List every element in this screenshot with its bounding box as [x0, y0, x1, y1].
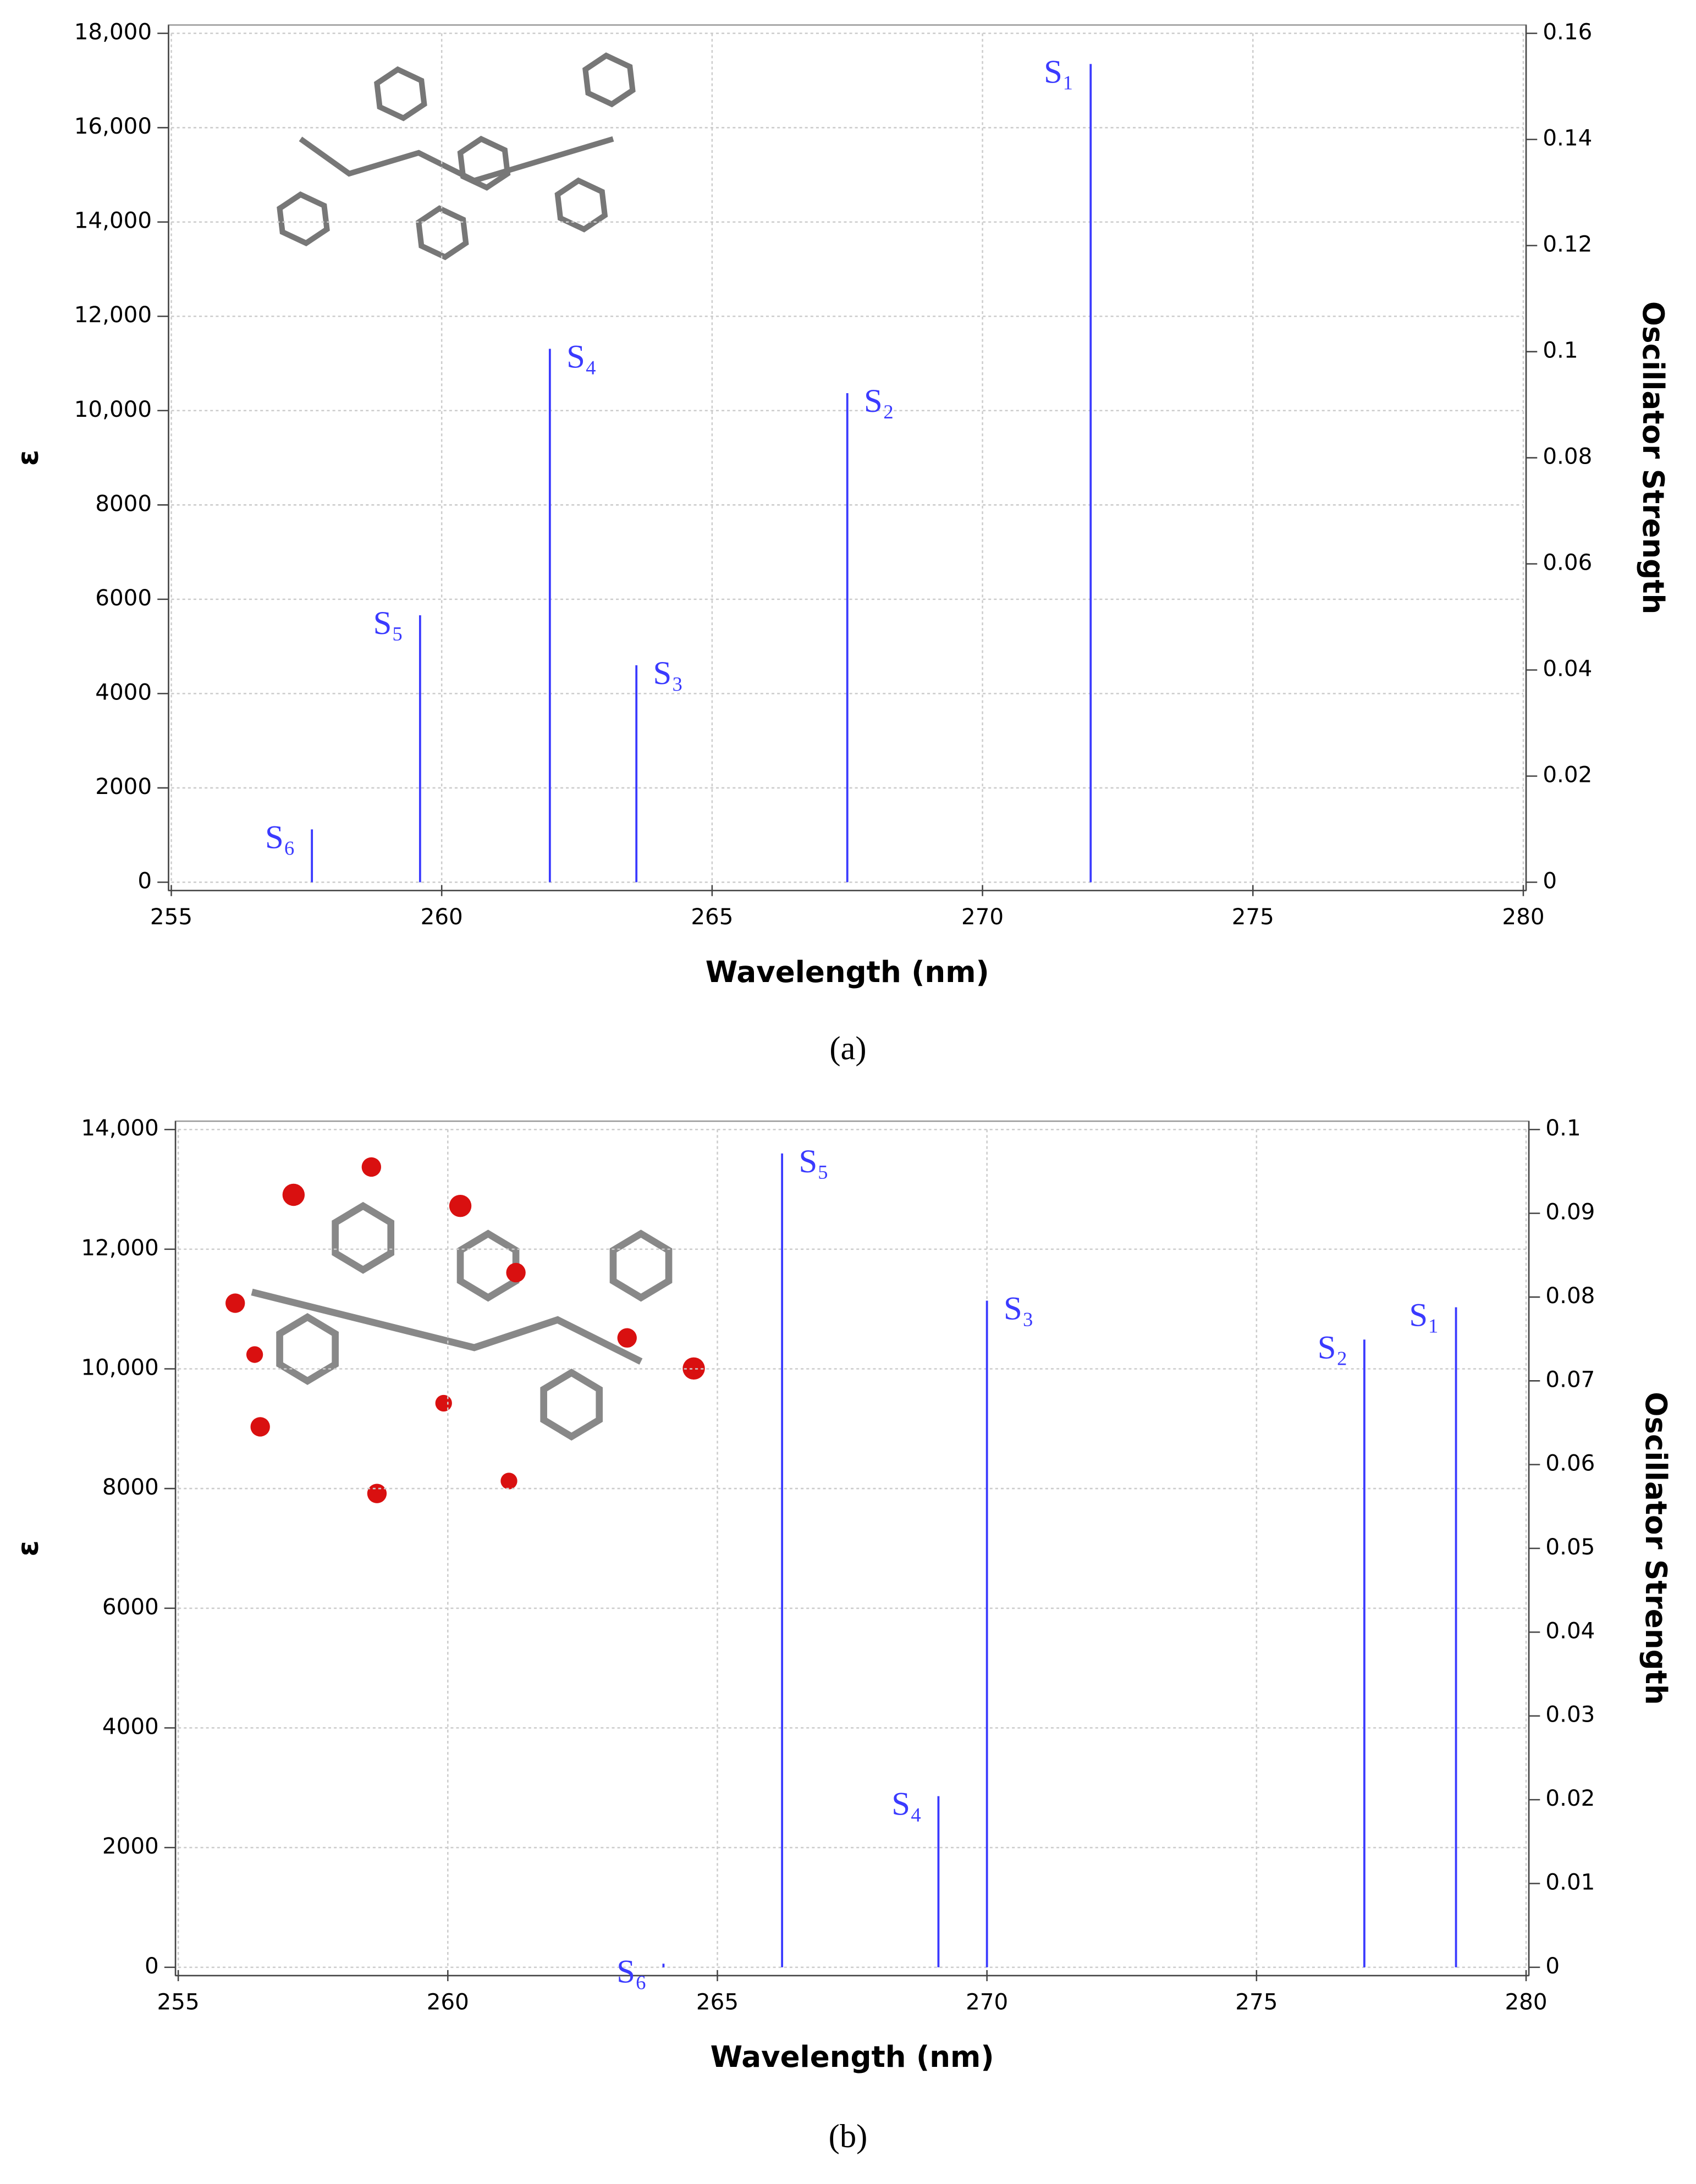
y2-tick-label: 0.06	[1543, 549, 1592, 576]
molecule-image	[277, 52, 636, 261]
y-tick-label: 4000	[95, 679, 152, 705]
y-tick-label: 14,000	[74, 207, 152, 234]
y2-tick-label: 0.1	[1543, 337, 1578, 363]
y-tick-label: 8000	[95, 490, 152, 516]
x-tick-label: 260	[421, 903, 463, 930]
x-tick-label: 270	[966, 1989, 1008, 2015]
y-tick-label: 0	[137, 867, 152, 894]
y2-tick-label: 0.06	[1545, 1450, 1595, 1476]
x-tick-label: 255	[150, 903, 192, 930]
x-tick-label: 265	[696, 1989, 739, 2015]
y-tick-label: 10,000	[74, 396, 152, 422]
x-tick-label: 270	[961, 903, 1004, 930]
y-tick-label: 2000	[102, 1833, 159, 1859]
y-tick-label: 12,000	[74, 301, 152, 328]
y2-tick-label: 0.09	[1545, 1199, 1595, 1225]
y2-tick-label: 0.04	[1545, 1617, 1595, 1643]
y2-tick-label: 0.08	[1543, 443, 1592, 470]
y-tick-label: 6000	[102, 1593, 159, 1620]
stick-label: S₃	[653, 655, 684, 692]
stick-label: S₅	[373, 605, 404, 642]
y-axis-label: ε	[10, 1540, 45, 1557]
y-tick-label: 4000	[102, 1713, 159, 1740]
y2-tick-label: 0.14	[1543, 125, 1592, 151]
stick-label: S₅	[799, 1143, 829, 1180]
stick-label: S₂	[864, 383, 894, 420]
y2-tick-label: 0.05	[1545, 1534, 1595, 1560]
stick-label: S₆	[265, 819, 295, 856]
x-tick-label: 275	[1232, 903, 1274, 930]
y2-tick-label: 0.02	[1543, 761, 1592, 787]
y2-tick-label: 0.02	[1545, 1785, 1595, 1811]
x-tick-label: 280	[1505, 1989, 1547, 2015]
x-tick-label: 275	[1235, 1989, 1277, 2015]
y2-tick-label: 0	[1545, 1953, 1560, 1979]
stick-label: S₄	[891, 1786, 922, 1823]
y2-tick-label: 0.07	[1545, 1366, 1595, 1392]
y-tick-label: 10,000	[81, 1354, 158, 1381]
y2-tick-label: 0.16	[1543, 19, 1592, 45]
y2-axis-label: Oscillator Strength	[1636, 301, 1670, 614]
x-tick-label: 280	[1502, 903, 1544, 930]
y-tick-label: 6000	[95, 584, 152, 611]
x-axis-label: Wavelength (nm)	[711, 2040, 994, 2074]
y2-tick-label: 0.03	[1545, 1701, 1595, 1728]
y-tick-label: 12,000	[81, 1234, 158, 1261]
y-tick-label: 14,000	[81, 1115, 158, 1141]
y-tick-label: 0	[145, 1953, 159, 1979]
x-tick-label: 255	[157, 1989, 200, 2015]
x-axis-label: Wavelength (nm)	[706, 955, 989, 989]
x-tick-label: 260	[427, 1989, 469, 2015]
stick-label: S₁	[1044, 54, 1074, 91]
y2-tick-label: 0.1	[1545, 1115, 1581, 1141]
molecule-image	[225, 1157, 705, 1503]
y-tick-label: 2000	[95, 773, 152, 799]
y-tick-label: 16,000	[74, 113, 152, 139]
y-axis-label: ε	[10, 450, 45, 466]
stick-label: S₁	[1409, 1297, 1439, 1334]
y-tick-label: 8000	[102, 1474, 159, 1500]
stick-label: S₃	[1004, 1290, 1034, 1327]
y2-tick-label: 0.08	[1545, 1282, 1595, 1309]
stick-label: S₂	[1318, 1329, 1348, 1366]
y-tick-label: 18,000	[74, 19, 152, 45]
y2-tick-label: 0.04	[1543, 655, 1592, 682]
caption: (a)	[829, 1030, 866, 1067]
y2-tick-label: 0.01	[1545, 1868, 1595, 1895]
x-tick-label: 265	[691, 903, 733, 930]
y2-axis-label: Oscillator Strength	[1639, 1392, 1673, 1705]
stick-label: S₄	[566, 339, 597, 376]
caption: (b)	[829, 2118, 868, 2155]
y2-tick-label: 0.12	[1543, 231, 1592, 257]
stick-label: S₆	[616, 1953, 647, 1990]
y2-tick-label: 0	[1543, 867, 1557, 894]
